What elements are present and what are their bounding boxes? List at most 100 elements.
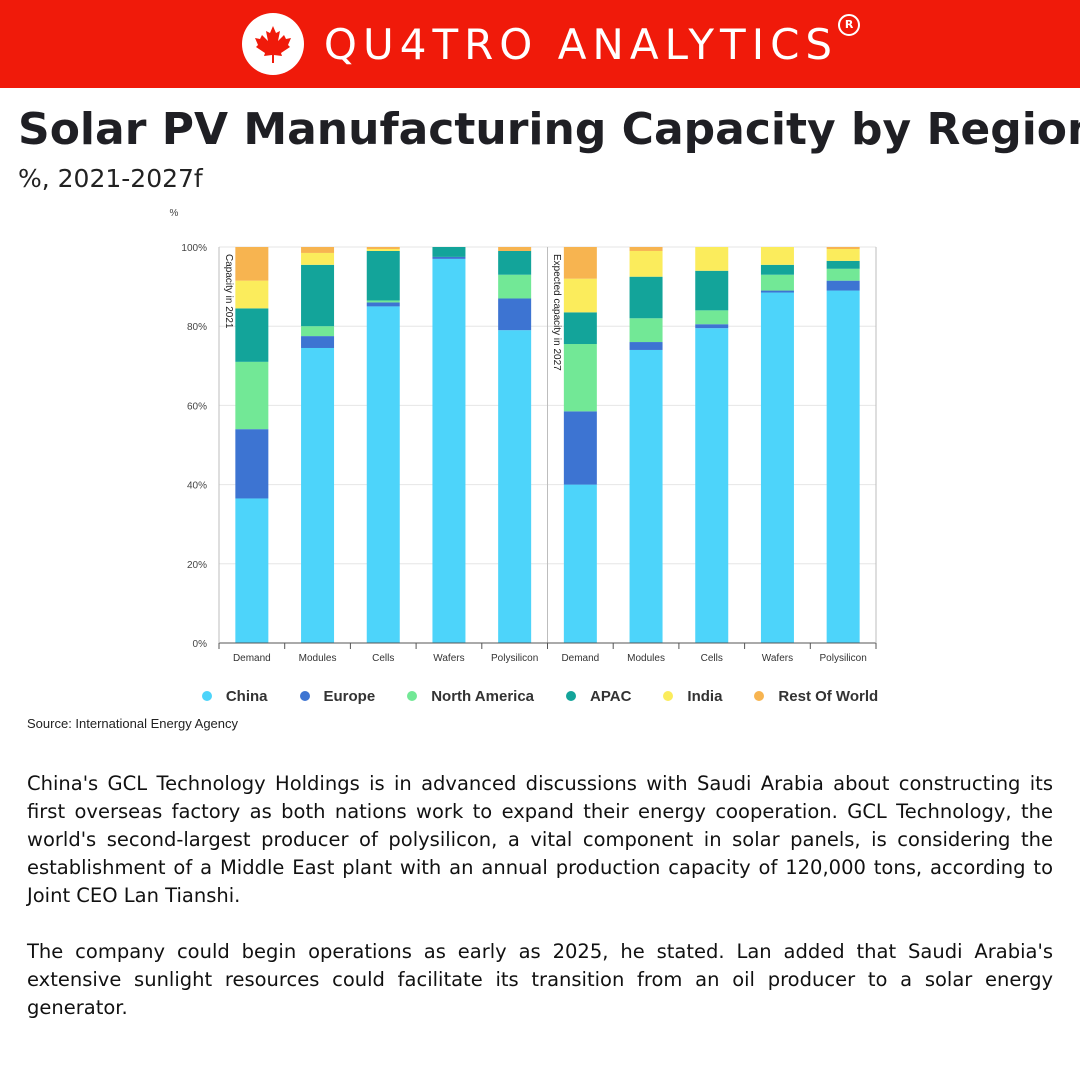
legend-swatch [407, 691, 418, 701]
article-paragraph: The company could begin operations as ea… [27, 940, 1053, 1019]
stacked-bar-chart: 0% 20% 40% 60% 80% 100%% Demand Modules Cells Waf… [170, 208, 877, 664]
bar-segment [235, 308, 269, 362]
bar-segment [432, 247, 466, 257]
legend-label: China [225, 687, 268, 705]
bar-segment [366, 300, 400, 303]
x-tick-label: Demand [233, 653, 271, 664]
x-tick-label: Polysilicon [820, 653, 867, 664]
bar-segment [629, 247, 663, 251]
bar-segment [695, 270, 729, 311]
source-note: Source: International Energy Agency [27, 716, 239, 731]
bar-segment [301, 336, 335, 348]
bar-segment [695, 324, 729, 329]
bar-segment [826, 290, 860, 643]
bar-segment [235, 247, 269, 281]
bar-segment [301, 264, 335, 327]
x-tick-label: Demand [561, 653, 599, 664]
legend-swatch [566, 691, 577, 701]
y-tick-label: 100% [181, 243, 207, 254]
axis-layer: 0% 20% 40% 60% 80% 100%% Demand Modules Cells Waf… [170, 208, 877, 664]
chart-legend: China Europe North America APAC India Rest Of… [0, 683, 1080, 709]
legend-item: Europe [299, 688, 375, 705]
bar-segment [760, 274, 794, 291]
bar-segment [301, 347, 335, 643]
x-tick-label: Cells [701, 653, 723, 664]
bar-segment [366, 302, 400, 307]
bar-segment [826, 248, 860, 261]
bar-segment [235, 429, 269, 499]
bar-segment [826, 280, 860, 291]
bar-segment [366, 248, 400, 251]
x-tick-label: Modules [299, 653, 337, 664]
y-tick-label: 80% [187, 322, 207, 333]
bar-segment [563, 278, 597, 313]
bar-segment [366, 306, 400, 643]
legend-label: North America [431, 687, 535, 705]
bar-segment [760, 264, 794, 275]
bar-segment [826, 247, 860, 249]
bar-segment [432, 256, 466, 259]
bar-segment [760, 292, 794, 643]
brand-text: QU4TRO ANALYTICS [323, 19, 839, 69]
bar-segment [563, 344, 597, 412]
bar-segment [301, 247, 335, 253]
legend-item: North America [407, 688, 534, 705]
bar-segment [366, 247, 400, 249]
legend-swatch [754, 691, 765, 701]
chart-subtitle: %, 2021-2027f [18, 164, 203, 193]
bar-segment [629, 349, 663, 643]
y-tick-label: 40% [187, 481, 207, 492]
bar-segment [301, 252, 335, 265]
bar-segment [498, 247, 532, 251]
bar-segment [366, 250, 400, 301]
bar-segment [629, 250, 663, 277]
x-tick-label: Wafers [762, 653, 793, 664]
x-tick-label: Wafers [433, 653, 464, 664]
x-tick-label: Cells [372, 653, 394, 664]
maple-leaf-icon [254, 26, 291, 63]
bar-segment [826, 268, 860, 281]
panel-label: Expected capacity in 2027 [551, 254, 562, 371]
bar-segment [301, 326, 335, 337]
bar-segment [695, 328, 729, 643]
article-body: China's GCL Technology Holdings is in ad… [27, 770, 1053, 1050]
bar-segment [498, 250, 532, 275]
bar-segment [235, 498, 269, 643]
legend-label: India [687, 687, 723, 705]
chart-title: Solar PV Manufacturing Capacity by Regio… [18, 104, 1080, 155]
legend-item: Rest Of World [754, 688, 878, 705]
legend-swatch [663, 691, 674, 701]
legend-item: India [663, 688, 722, 705]
bar-segment [760, 290, 794, 293]
legend-label: APAC [590, 687, 632, 705]
bar-segment [498, 274, 532, 299]
bar-segment [563, 312, 597, 345]
bar-segment [629, 342, 663, 350]
y-tick-label: 0% [193, 639, 208, 650]
bar-segment [563, 484, 597, 643]
bar-segment [629, 318, 663, 343]
bar-segment [432, 258, 466, 643]
legend-item: APAC [566, 688, 631, 705]
brand-name: QU4TRO ANALYTICS R [323, 13, 861, 69]
bar-segment [629, 276, 663, 319]
header-banner: QU4TRO ANALYTICS R [0, 0, 1080, 88]
x-tick-label: Modules [627, 653, 665, 664]
y-axis-label: % [170, 208, 179, 219]
registered-mark: R [838, 13, 861, 36]
bar-segment [498, 330, 532, 643]
legend-swatch [201, 691, 212, 701]
bar-segment [760, 247, 794, 265]
x-tick-label: Polysilicon [491, 653, 538, 664]
legend-item: China [201, 687, 268, 705]
article-paragraph: China's GCL Technology Holdings is in ad… [27, 772, 1053, 907]
bar-segment [695, 310, 729, 325]
bar-segment [563, 247, 597, 279]
legend-swatch [299, 691, 310, 701]
panel-label: Capacity in 2021 [223, 254, 234, 329]
bar-segment [235, 280, 269, 309]
bar-layer [235, 247, 860, 643]
y-tick-label: 60% [187, 401, 207, 412]
bar-segment [235, 361, 269, 430]
y-tick-label: 20% [187, 560, 207, 571]
